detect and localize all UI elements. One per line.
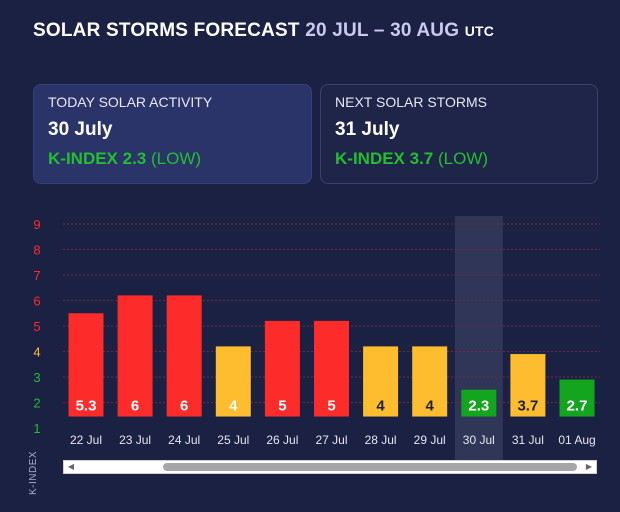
x-tick-label: 30 Jul bbox=[463, 433, 495, 447]
page-title: SOLAR STORMS FORECAST 20 JUL – 30 AUG UT… bbox=[33, 20, 494, 42]
next-card-date: 31 July bbox=[335, 119, 400, 140]
next-card-label: NEXT SOLAR STORMS bbox=[335, 94, 487, 110]
bar-29-jul bbox=[412, 346, 448, 417]
bar-value-label: 2.3 bbox=[468, 398, 489, 415]
x-tick-label: 29 Jul bbox=[414, 433, 446, 447]
x-tick-label: 26 Jul bbox=[266, 433, 298, 447]
bar-30-jul bbox=[461, 389, 497, 417]
bar-01-aug bbox=[559, 379, 595, 417]
x-tick-label: 27 Jul bbox=[315, 433, 347, 447]
bar-25-jul bbox=[215, 346, 251, 417]
today-activity-card[interactable]: TODAY SOLAR ACTIVITY 30 July K-INDEX 2.3… bbox=[33, 84, 312, 184]
bar-value-label: 5.3 bbox=[76, 398, 97, 415]
y-tick-label: 2 bbox=[33, 396, 40, 411]
bar-23-jul bbox=[117, 295, 153, 417]
bar-27-jul bbox=[314, 320, 349, 417]
x-tick-label: 31 Jul bbox=[512, 433, 544, 447]
title-text: SOLAR STORMS FORECAST bbox=[33, 20, 300, 41]
today-card-date: 30 July bbox=[48, 119, 113, 140]
bar-value-label: 6 bbox=[180, 398, 188, 415]
x-tick-label: 23 Jul bbox=[119, 433, 151, 447]
x-tick-label: 24 Jul bbox=[168, 433, 200, 447]
today-kindex-value: K-INDEX 2.3 bbox=[48, 149, 147, 168]
bar-value-label: 5 bbox=[278, 398, 286, 415]
bar-value-label: 5 bbox=[327, 398, 335, 415]
y-tick-label: 7 bbox=[33, 268, 40, 283]
bar-value-label: 2.7 bbox=[567, 398, 588, 415]
x-tick-label: 25 Jul bbox=[217, 433, 249, 447]
bar-28-jul bbox=[363, 346, 399, 417]
today-card-kindex: K-INDEX 2.3 (LOW) bbox=[48, 149, 297, 169]
today-kindex-level: (LOW) bbox=[150, 149, 202, 168]
bar-value-label: 6 bbox=[131, 398, 139, 415]
x-tick-label: 22 Jul bbox=[70, 433, 102, 447]
chart-scrollbar[interactable]: ◀ ▶ bbox=[63, 460, 597, 474]
y-tick-label: 4 bbox=[33, 345, 40, 360]
bar-31-jul bbox=[510, 354, 546, 417]
bar-24-jul bbox=[166, 295, 202, 417]
scrollbar-thumb[interactable] bbox=[163, 463, 577, 471]
today-card-label: TODAY SOLAR ACTIVITY bbox=[48, 94, 213, 110]
bar-value-label: 4 bbox=[376, 398, 385, 415]
next-card-kindex: K-INDEX 3.7 (LOW) bbox=[335, 149, 583, 169]
y-tick-label: 9 bbox=[33, 217, 40, 232]
timezone-label: UTC bbox=[464, 23, 495, 39]
date-range: 20 JUL – 30 AUG bbox=[305, 20, 460, 41]
next-kindex-level: (LOW) bbox=[437, 149, 489, 168]
x-tick-label: 28 Jul bbox=[365, 433, 397, 447]
x-tick-label: 01 Aug bbox=[558, 433, 595, 447]
scroll-left-icon[interactable]: ◀ bbox=[67, 462, 75, 471]
bar-value-label: 4 bbox=[426, 398, 435, 415]
y-tick-label: 1 bbox=[33, 421, 40, 436]
bar-22-jul bbox=[68, 313, 104, 417]
y-tick-label: 6 bbox=[33, 294, 40, 309]
highlight-column bbox=[454, 216, 503, 460]
y-tick-label: 8 bbox=[33, 243, 40, 258]
y-tick-label: 5 bbox=[33, 319, 40, 334]
y-tick-label: 3 bbox=[33, 370, 40, 385]
bar-value-label: 4 bbox=[229, 398, 238, 415]
y-axis-title: K-INDEX bbox=[28, 450, 39, 495]
scroll-right-icon[interactable]: ▶ bbox=[585, 462, 593, 471]
bar-value-label: 3.7 bbox=[517, 398, 538, 415]
next-kindex-value: K-INDEX 3.7 bbox=[335, 149, 434, 168]
bar-26-jul bbox=[264, 320, 300, 417]
next-storms-card[interactable]: NEXT SOLAR STORMS 31 July K-INDEX 3.7 (L… bbox=[320, 84, 598, 184]
